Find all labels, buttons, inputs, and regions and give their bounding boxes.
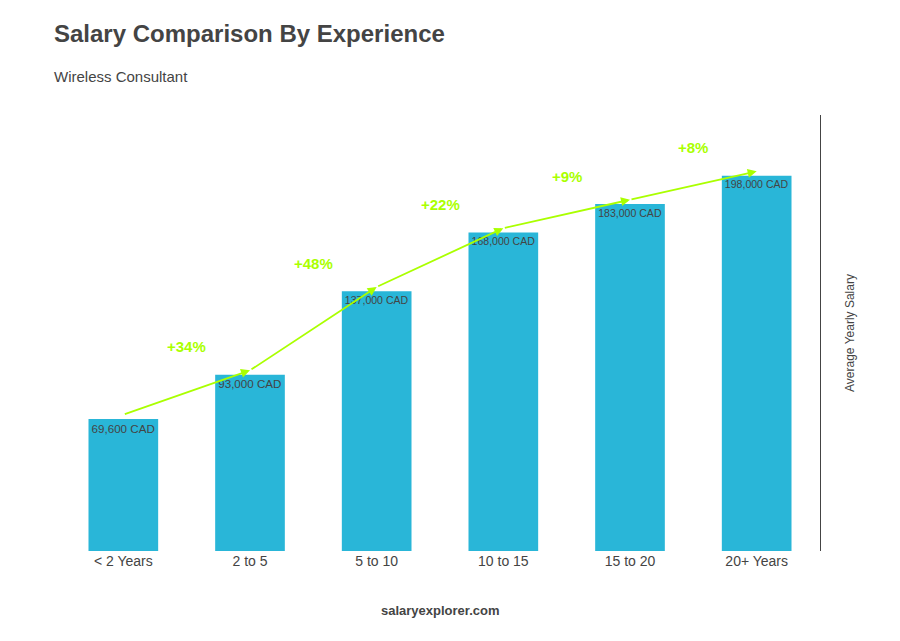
svg-text:+22%: +22% xyxy=(421,196,460,213)
svg-text:198,000 CAD: 198,000 CAD xyxy=(725,178,789,190)
svg-text:168,000 CAD: 168,000 CAD xyxy=(472,235,536,247)
svg-text:+48%: +48% xyxy=(294,255,333,272)
svg-text:10 to 15: 10 to 15 xyxy=(478,553,529,569)
svg-text:+9%: +9% xyxy=(552,168,582,185)
svg-text:183,000 CAD: 183,000 CAD xyxy=(598,207,662,219)
svg-text:Average Yearly Salary: Average Yearly Salary xyxy=(843,274,857,392)
svg-text:2 to 5: 2 to 5 xyxy=(232,553,267,569)
svg-text:5 to 10: 5 to 10 xyxy=(355,553,398,569)
svg-text:20+ Years: 20+ Years xyxy=(725,553,788,569)
svg-text:Wireless Consultant: Wireless Consultant xyxy=(54,68,188,85)
svg-text:69,600 CAD: 69,600 CAD xyxy=(92,422,155,435)
svg-text:+34%: +34% xyxy=(167,338,206,355)
svg-text:15 to 20: 15 to 20 xyxy=(605,553,656,569)
svg-text:137,000 CAD: 137,000 CAD xyxy=(345,294,409,306)
svg-text:< 2 Years: < 2 Years xyxy=(94,553,153,569)
svg-text:93,000 CAD: 93,000 CAD xyxy=(218,377,281,390)
svg-text:salaryexplorer.com: salaryexplorer.com xyxy=(381,603,500,618)
svg-text:Salary Comparison By Experienc: Salary Comparison By Experience xyxy=(54,20,445,47)
svg-text:+8%: +8% xyxy=(678,139,708,156)
